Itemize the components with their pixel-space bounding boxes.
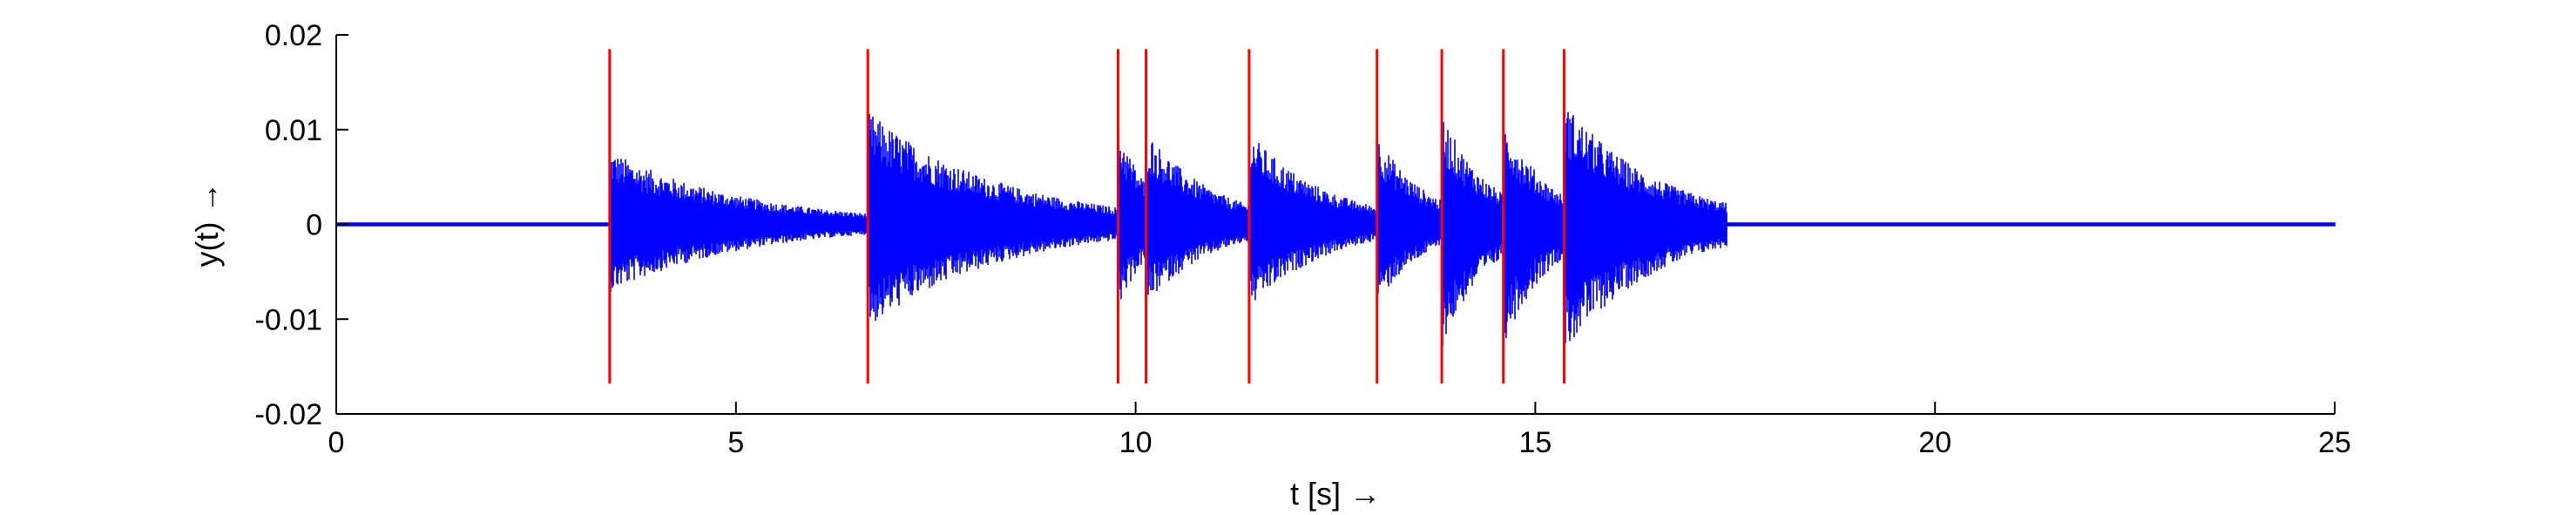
x-tick-label: 5 — [727, 426, 744, 459]
x-axis-label: t [s] → — [1290, 476, 1381, 512]
y-tick-label: 0 — [306, 209, 322, 242]
y-axis-label: y(t) → — [189, 182, 225, 268]
y-tick-label: 0.01 — [265, 114, 322, 147]
y-tick-label: -0.02 — [255, 398, 323, 431]
y-tick-label: 0.02 — [265, 19, 322, 52]
x-tick-label: 20 — [1918, 426, 1951, 459]
x-tick-label: 15 — [1518, 426, 1552, 459]
onset-markers — [608, 49, 1565, 384]
x-tick-label: 10 — [1119, 426, 1153, 459]
x-tick-label: 0 — [328, 426, 345, 459]
y-tick-label: -0.01 — [255, 303, 323, 336]
y-ticks: 0.02 0.01 0 -0.01 -0.02 — [255, 19, 348, 431]
x-ticks: 0 5 10 15 20 25 — [328, 402, 2351, 459]
waveform-line — [335, 112, 2336, 346]
waveform-series — [335, 112, 2336, 346]
x-tick-label: 25 — [2318, 426, 2351, 459]
